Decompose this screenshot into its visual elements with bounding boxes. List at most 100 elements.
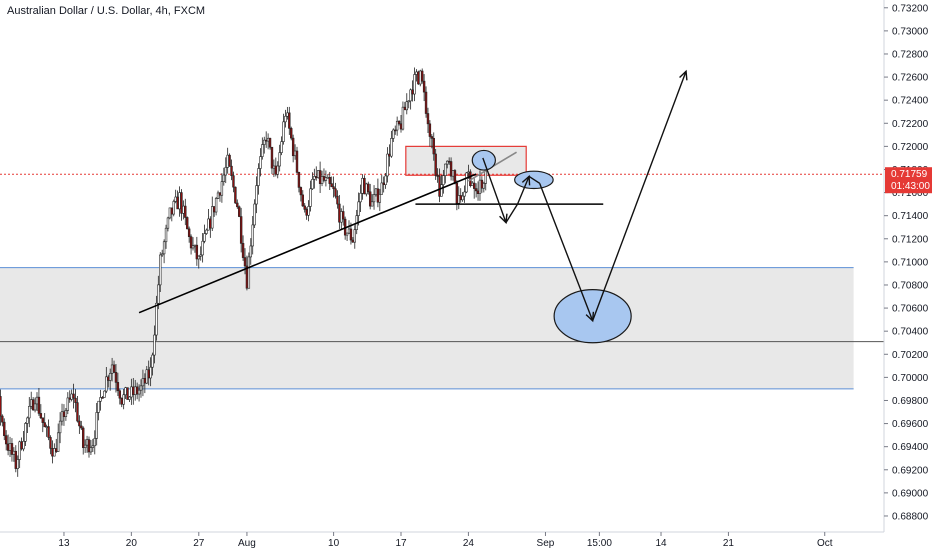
candle-body <box>359 192 362 203</box>
candle-body <box>103 390 106 398</box>
candle-body <box>480 179 484 189</box>
y-tick-label: 0.71000 <box>892 257 929 268</box>
candle-body <box>139 385 143 391</box>
candle-body <box>108 373 112 381</box>
candle-body <box>253 203 256 226</box>
y-tick-label: 0.71200 <box>892 234 929 245</box>
resistance-zone <box>405 146 527 176</box>
candle-body <box>239 216 243 244</box>
candle-body <box>68 397 71 400</box>
candle-body <box>191 245 195 249</box>
candle-body <box>118 390 122 399</box>
candle-body <box>164 227 168 243</box>
candle-body <box>307 206 310 216</box>
candle-body <box>193 244 197 247</box>
y-tick-label: 0.72800 <box>892 49 929 60</box>
candle-body <box>432 138 435 155</box>
candle-body <box>180 192 183 214</box>
candle-body <box>295 150 299 173</box>
candle-body <box>474 188 478 192</box>
candle-body <box>251 224 254 247</box>
candle-body <box>147 369 150 379</box>
candle-body <box>41 417 44 423</box>
candle-body <box>232 175 235 188</box>
candle-body <box>212 206 216 213</box>
candle-body <box>45 426 48 428</box>
candle-body <box>116 382 120 392</box>
candle-body <box>151 354 154 368</box>
candle-body <box>405 101 408 111</box>
candle-body <box>324 177 328 181</box>
projection-segment <box>516 176 530 205</box>
candle-body <box>330 183 333 188</box>
candle-body <box>91 445 95 448</box>
candle-body <box>297 171 301 188</box>
candle-body <box>10 443 14 455</box>
candle-body <box>8 443 12 451</box>
candle-body <box>230 165 233 176</box>
y-tick-label: 0.70600 <box>892 304 929 315</box>
candle-body <box>201 240 204 256</box>
x-tick-label: Oct <box>817 538 833 549</box>
candle-body <box>78 420 81 427</box>
candle-body <box>436 175 439 177</box>
candle-body <box>367 183 370 193</box>
candle-body <box>332 186 335 190</box>
candle-body <box>471 182 474 187</box>
candle-body <box>3 421 6 436</box>
candle-body <box>58 420 62 434</box>
candle-body <box>459 195 462 201</box>
candle-body <box>447 160 451 163</box>
candle-body <box>266 137 270 142</box>
projection-segment <box>539 183 594 322</box>
candle-body <box>199 254 202 257</box>
candle-body <box>301 194 304 207</box>
candle-body <box>134 386 137 396</box>
candle-body <box>53 448 56 457</box>
candle-body <box>101 397 104 399</box>
candle-body <box>12 450 16 455</box>
candle-body <box>316 170 320 178</box>
price-axis[interactable]: 0.68800 0.69000 0.69200 0.69400 0.69600 0.698… <box>884 3 929 522</box>
y-tick-label: 0.68800 <box>892 511 929 522</box>
candle-body <box>205 229 208 234</box>
last-price-tag: 0.71759 01:43:00 <box>885 167 932 194</box>
candle-body <box>195 244 199 260</box>
candle-body <box>440 184 443 197</box>
projection-arrowhead <box>499 213 508 225</box>
candle-body <box>349 228 353 241</box>
candle-body <box>35 396 39 405</box>
candle-body <box>272 165 276 169</box>
candle-body <box>159 254 162 286</box>
candle-body <box>186 217 189 230</box>
projection-segment <box>591 71 687 322</box>
candle-body <box>299 187 303 196</box>
candle-body <box>51 448 54 457</box>
candle-body <box>234 186 237 204</box>
y-tick-label: 0.72400 <box>892 96 929 107</box>
candle-body <box>268 137 272 148</box>
candle-body <box>415 71 418 75</box>
candle-body <box>70 393 73 400</box>
candle-body <box>56 432 60 452</box>
candle-body <box>420 70 424 82</box>
candle-body <box>99 397 102 402</box>
candle-body <box>83 444 87 448</box>
candle-body <box>249 245 252 258</box>
candle-body <box>189 236 193 249</box>
x-tick-label: Aug <box>238 538 256 549</box>
candle-body <box>257 168 260 186</box>
candle-body <box>43 422 46 428</box>
candle-body <box>417 71 420 85</box>
chart-title: Australian Dollar / U.S. Dollar, 4h, FXC… <box>7 5 205 17</box>
candle-body <box>463 191 466 197</box>
candle-body <box>18 441 21 460</box>
time-axis[interactable]: 13 20 27 Aug 10 17 24 Sep 15:00 14 21 Oct <box>58 532 833 549</box>
candle-body <box>105 376 108 392</box>
candle-body <box>261 144 264 157</box>
candle-body <box>203 233 206 242</box>
candle-body <box>438 176 441 197</box>
y-tick-label: 0.69600 <box>892 419 929 430</box>
candle-body <box>372 194 376 203</box>
candle-body <box>386 153 389 177</box>
